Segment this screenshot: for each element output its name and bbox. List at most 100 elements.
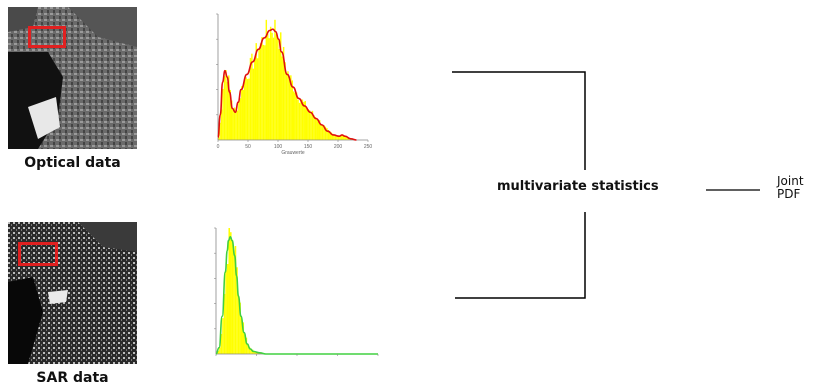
sar-histogram-bar — [217, 350, 220, 354]
optical-histogram-bar — [280, 32, 282, 140]
optical-histogram-bar — [241, 86, 243, 140]
optical-histogram-bar — [271, 32, 273, 140]
optical-histogram-bar — [324, 126, 327, 140]
optical-histogram-bar — [310, 112, 312, 140]
optical-histogram-bar — [239, 98, 242, 140]
optical-histogram-bar — [308, 110, 311, 140]
optical-histogram-bar — [285, 72, 288, 140]
optical-histogram-bar — [291, 80, 293, 140]
optical-histogram-bar — [300, 100, 302, 140]
optical-histogram-bar — [316, 119, 318, 140]
optical-histogram-bar — [228, 75, 230, 140]
optical-histogram-bar — [326, 128, 328, 140]
optical-histogram-x-label: Grauwerte — [281, 150, 305, 156]
optical-histogram-bar — [262, 44, 265, 140]
optical-histogram-bar — [331, 133, 334, 140]
optical-histogram-bar — [287, 71, 289, 140]
optical-histogram-bar — [290, 75, 292, 140]
optical-histogram-x-tick-label: 50 — [245, 144, 251, 150]
optical-histogram-bar — [329, 131, 331, 140]
optical-histogram-bar — [242, 89, 244, 140]
sar-density-curve — [215, 236, 378, 355]
sar-histogram-bar — [233, 250, 235, 354]
optical-histogram-bar — [235, 110, 237, 140]
sar-image — [8, 222, 137, 364]
optical-histogram-x-tick-label: 150 — [304, 144, 313, 150]
sar-histogram-bar — [239, 302, 241, 354]
sar-histogram-bar — [240, 318, 243, 354]
sar-histogram-bar — [250, 349, 252, 354]
sar-histogram-bar — [230, 232, 232, 354]
optical-histogram-x-tick-label: 250 — [364, 144, 373, 150]
optical-histogram-bar — [264, 45, 266, 140]
optical-histogram-bar — [246, 79, 249, 140]
multivariate-statistics-label: multivariate statistics — [497, 179, 659, 194]
sar-histogram-bar — [222, 318, 224, 354]
optical-density-curve — [217, 28, 357, 141]
optical-histogram-bar — [323, 125, 325, 140]
optical-histogram-bar — [318, 120, 321, 140]
optical-histogram-bar — [281, 56, 283, 141]
optical-histogram-bar — [245, 77, 247, 140]
optical-histogram-bar — [275, 33, 278, 141]
optical-histogram-bar — [249, 57, 252, 140]
optical-histogram-bar — [223, 76, 226, 140]
optical-histogram-bar — [230, 100, 233, 140]
optical-histogram-bar — [340, 135, 343, 140]
optical-histogram-bar — [269, 26, 272, 141]
optical-histogram-bar — [229, 89, 231, 140]
optical-histogram-bar — [284, 62, 286, 140]
optical-histogram-bar — [321, 125, 324, 140]
optical-histogram-bar — [293, 91, 295, 140]
optical-histogram-bar — [282, 46, 285, 140]
optical-histogram-bar — [254, 58, 256, 140]
sar-connector — [455, 212, 586, 299]
sar-histogram-bar — [219, 347, 221, 354]
optical-histogram-bar — [265, 19, 268, 141]
optical-histogram-bar — [307, 109, 309, 140]
sar-image-texture — [8, 222, 137, 364]
optical-histogram-bar — [313, 115, 315, 140]
optical-histogram-bar — [258, 49, 260, 140]
optical-histogram-bar — [314, 116, 317, 140]
sar-histogram — [214, 227, 379, 356]
joint-pdf-label: Joint PDF — [777, 175, 804, 201]
sar-histogram-bar — [248, 346, 251, 354]
optical-histogram-bar — [346, 136, 348, 140]
sar-histogram-bar — [254, 351, 257, 354]
optical-histogram: 0 50 100 150 200 250 Grauwerte — [216, 13, 373, 156]
sar-histogram-bar — [220, 333, 223, 354]
optical-histogram-bar — [256, 58, 259, 140]
optical-histogram-bar — [222, 88, 224, 140]
sar-histogram-bar — [234, 246, 237, 354]
optical-connector — [452, 71, 586, 170]
optical-histogram-bar — [311, 110, 314, 140]
optical-histogram-bar — [304, 100, 306, 140]
optical-histogram-bar — [232, 109, 234, 140]
optical-histogram-bar — [225, 69, 227, 140]
sar-histogram-bar — [226, 264, 229, 354]
optical-histogram-bar — [252, 68, 255, 140]
optical-histogram-bar — [278, 49, 281, 140]
optical-histogram-bar — [305, 108, 308, 140]
sar-histogram-bar — [225, 270, 227, 354]
optical-histogram-bar — [297, 99, 299, 140]
sar-histogram-bar — [253, 351, 255, 354]
optical-histogram-bar — [317, 121, 319, 140]
optical-histogram-bar — [218, 137, 220, 140]
sar-histogram-bar — [231, 239, 234, 354]
optical-histogram-x-tick-label: 100 — [274, 144, 283, 150]
joint-pdf-line2: PDF — [777, 187, 801, 201]
optical-histogram-bar — [298, 102, 301, 140]
sar-histogram-bar — [223, 293, 226, 354]
optical-histogram-bar — [277, 37, 279, 140]
optical-histogram-bar — [259, 43, 262, 140]
optical-histogram-bar — [236, 110, 239, 140]
sar-histogram-bar — [244, 334, 246, 354]
sar-histogram-bar — [228, 228, 231, 354]
optical-histogram-bar — [243, 79, 246, 140]
optical-histogram-bar — [330, 132, 332, 140]
optical-histogram-bar — [320, 124, 322, 140]
optical-histogram-bar — [342, 134, 344, 140]
optical-histogram-bar — [248, 78, 250, 140]
